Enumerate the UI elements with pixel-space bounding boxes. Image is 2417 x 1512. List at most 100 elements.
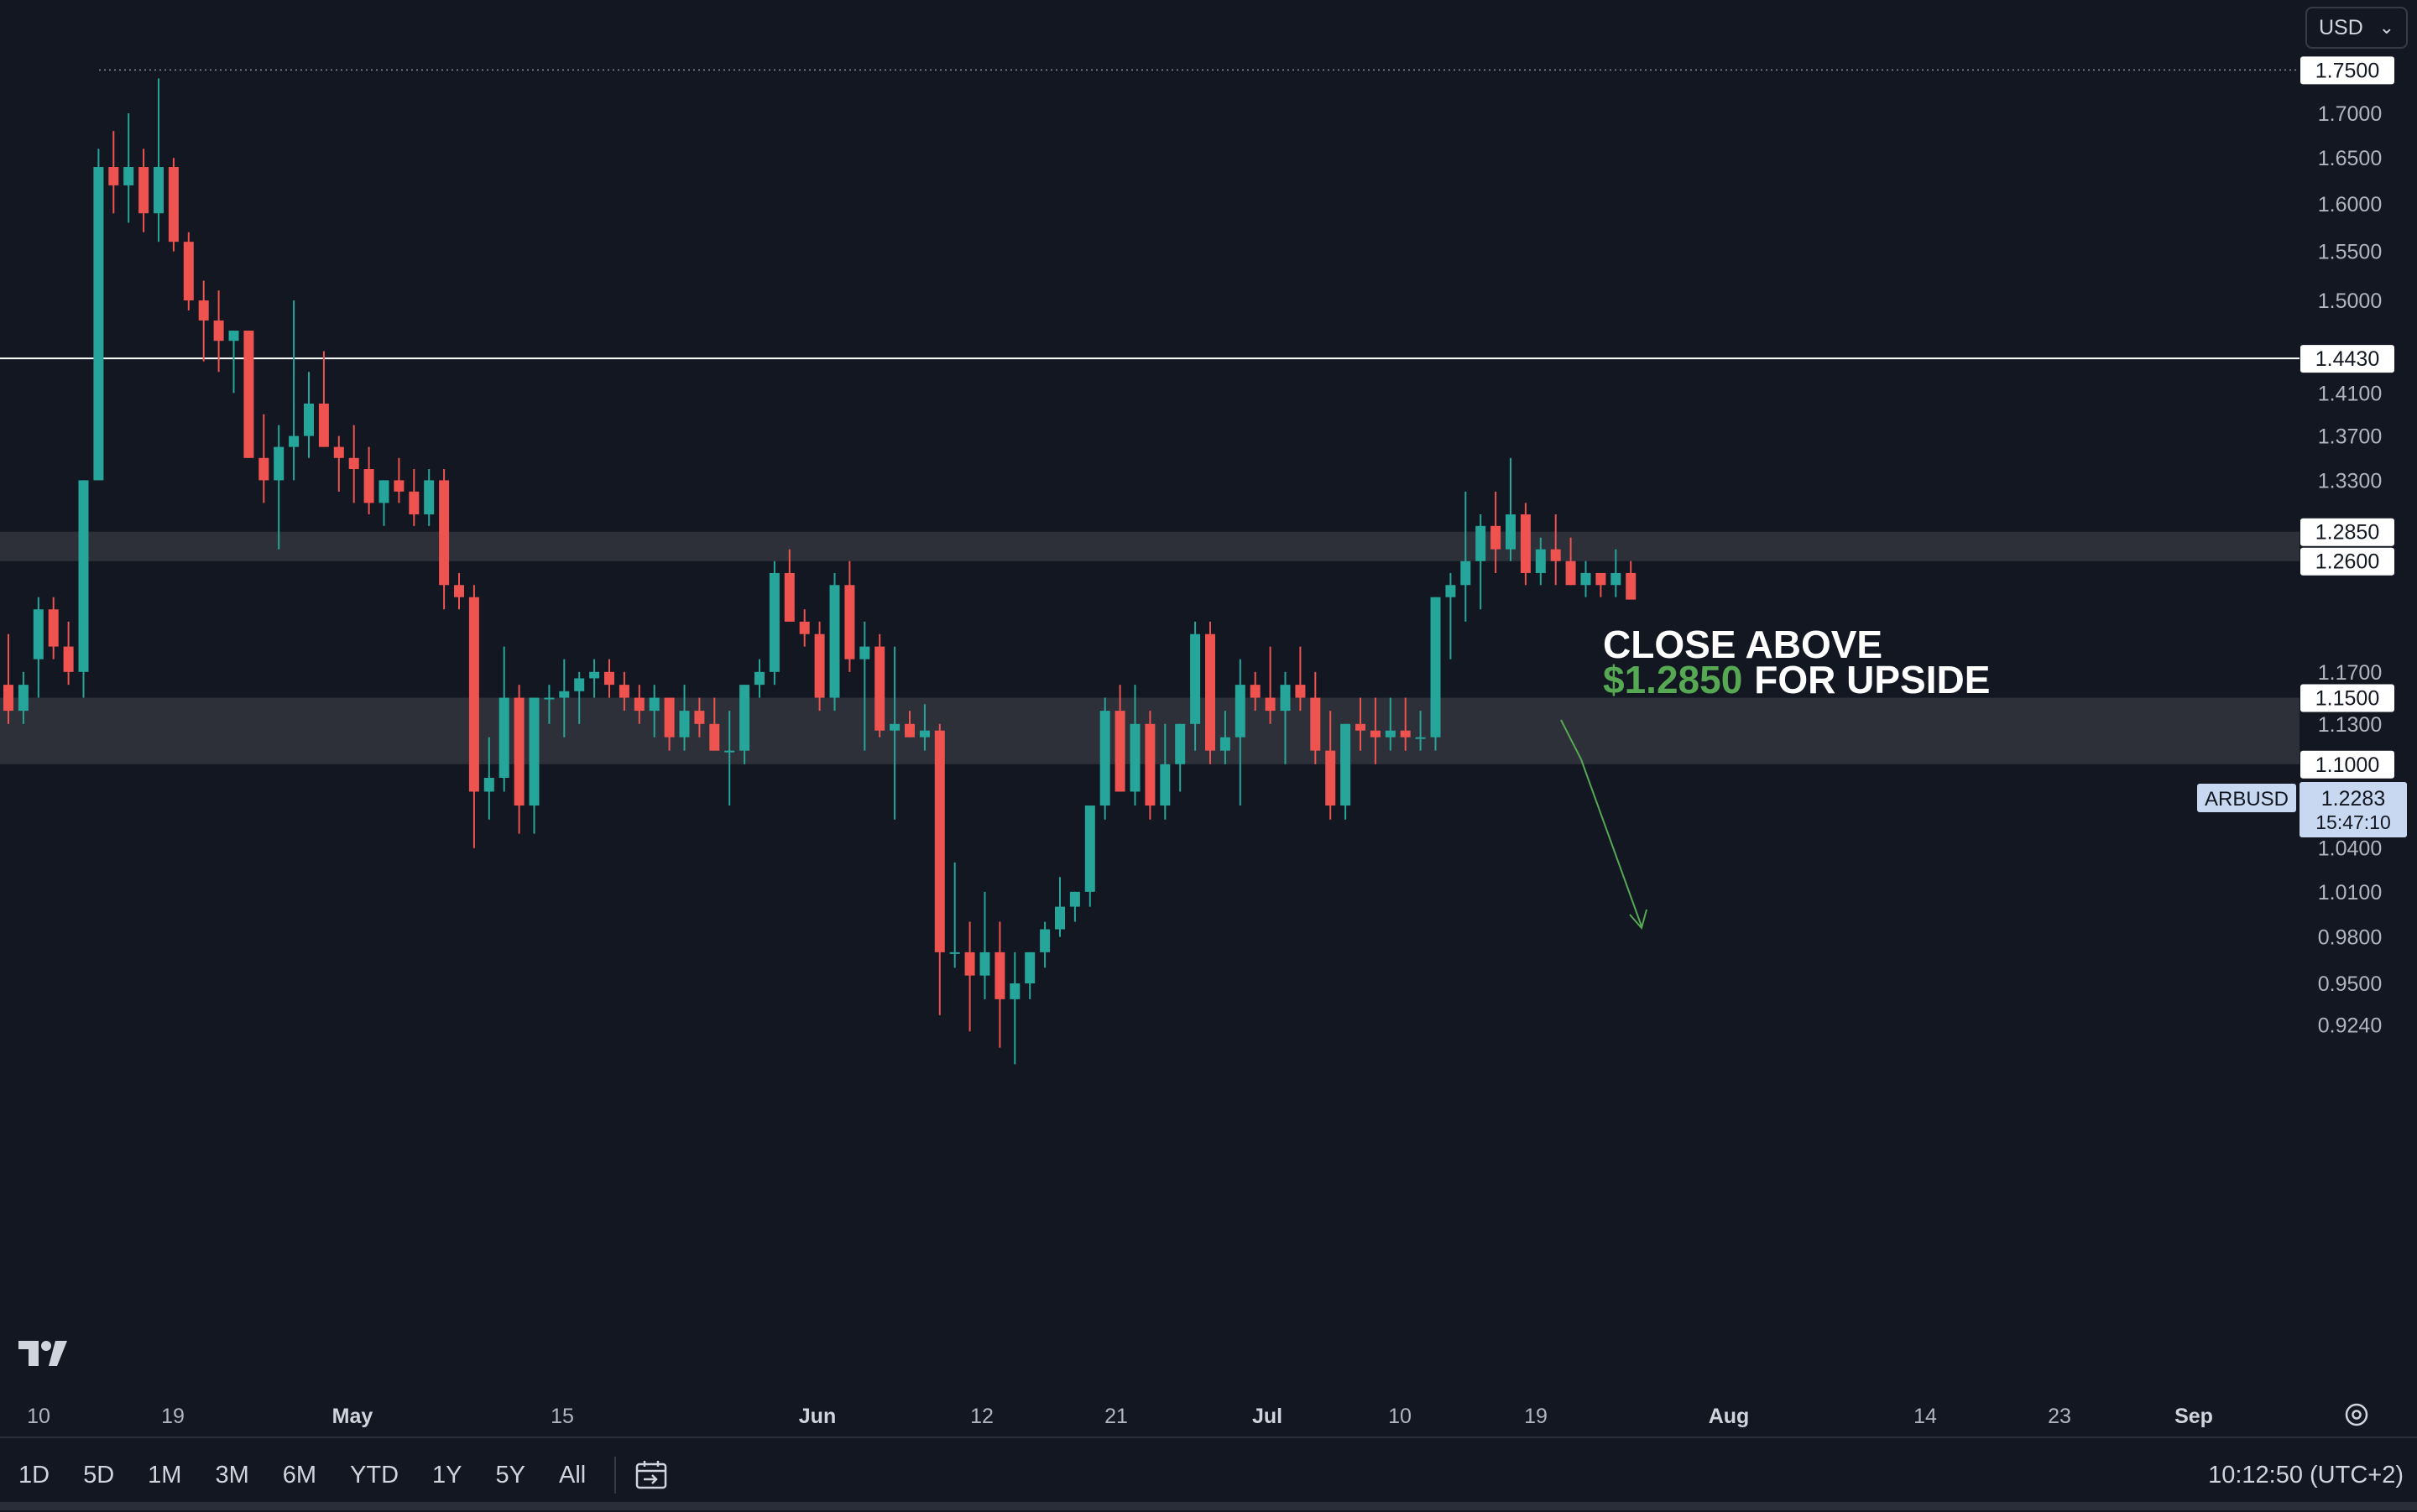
timezone-clock[interactable]: 10:12:50 (UTC+2): [2208, 1462, 2404, 1489]
range-1d[interactable]: 1D: [18, 1461, 50, 1489]
candle: [709, 697, 720, 751]
candle: [63, 621, 74, 686]
candle-body: [979, 952, 990, 976]
range-6m[interactable]: 6M: [282, 1461, 317, 1489]
candle-body: [1610, 572, 1621, 586]
candle: [18, 671, 29, 724]
candle: [874, 633, 885, 738]
candle-body: [754, 671, 765, 686]
candle-body: [949, 952, 960, 954]
x-tick-label: 21: [1104, 1405, 1128, 1428]
bar-countdown: 15:47:10: [2315, 811, 2391, 833]
candle-body: [1145, 723, 1156, 806]
candle-body: [1535, 549, 1546, 573]
candle: [739, 685, 750, 764]
price-badge-bg: [2300, 750, 2394, 779]
candle-body: [574, 678, 585, 691]
candle-body: [318, 403, 329, 447]
candle-body: [1400, 730, 1411, 738]
tradingview-logo-icon[interactable]: [18, 1339, 70, 1372]
candle-body: [18, 685, 29, 712]
candle: [1235, 659, 1245, 806]
range-ytd[interactable]: YTD: [350, 1461, 399, 1489]
candle: [1490, 491, 1501, 573]
candle: [1219, 711, 1230, 764]
candle: [604, 659, 614, 698]
candle: [829, 572, 840, 712]
candle-body: [439, 480, 450, 586]
candle: [93, 149, 104, 481]
candle: [1040, 921, 1051, 968]
candle-body: [739, 685, 750, 751]
candle: [1175, 723, 1186, 792]
candle-body: [378, 480, 389, 503]
currency-select[interactable]: USD ⌄: [2305, 7, 2408, 49]
price-badge-bg: [2300, 518, 2394, 546]
candle-body: [289, 435, 300, 447]
range-3m[interactable]: 3M: [215, 1461, 249, 1489]
y-tick-label: 1.5500: [2318, 241, 2382, 264]
candle: [183, 232, 194, 310]
x-tick-label: 14: [1913, 1405, 1937, 1428]
candle: [198, 280, 209, 362]
range-all[interactable]: All: [559, 1461, 587, 1489]
x-tick-label: 10: [1388, 1405, 1412, 1428]
candle: [138, 149, 149, 232]
candle: [439, 469, 450, 610]
candle: [1160, 723, 1171, 820]
candle-body: [724, 750, 735, 753]
candle: [1280, 671, 1291, 764]
candle: [454, 572, 464, 610]
candle-body: [1506, 514, 1516, 550]
candle: [378, 480, 389, 526]
candle-body: [1235, 685, 1245, 738]
candle: [1535, 537, 1546, 586]
range-1y[interactable]: 1Y: [432, 1461, 462, 1489]
candle-body: [1385, 730, 1396, 738]
candle-body: [1190, 633, 1201, 724]
candle-body: [1325, 750, 1336, 806]
x-tick-label: 15: [551, 1405, 574, 1428]
price-badge-bg: [2300, 684, 2394, 712]
candle-body: [769, 572, 780, 672]
annotation-line1: CLOSE ABOVE: [1603, 623, 1882, 666]
candle: [724, 711, 735, 806]
candle: [1190, 621, 1201, 751]
y-tick-label: 1.1300: [2318, 713, 2382, 737]
annotation-price: $1.2850: [1603, 658, 1742, 701]
candle: [1025, 952, 1036, 999]
candle-body: [589, 671, 600, 679]
candle: [1520, 503, 1531, 586]
y-tick-label: 1.3700: [2318, 425, 2382, 449]
candle: [1355, 697, 1365, 751]
candle-body: [1160, 764, 1171, 806]
range-5y[interactable]: 5Y: [495, 1461, 526, 1489]
candle-body: [1445, 585, 1456, 597]
gear-icon[interactable]: [2341, 1400, 2372, 1434]
x-tick-label: Aug: [1709, 1405, 1750, 1428]
candle-body: [363, 469, 374, 503]
candle-body: [544, 697, 555, 700]
y-tick-label: 1.5000: [2318, 289, 2382, 313]
candle-body: [679, 711, 690, 738]
candle-body: [1490, 525, 1501, 550]
range-5d[interactable]: 5D: [83, 1461, 115, 1489]
price-badge-label: 1.1500: [2315, 687, 2379, 711]
candle-body: [258, 457, 269, 481]
range-1m[interactable]: 1M: [148, 1461, 182, 1489]
candle: [363, 446, 374, 515]
calendar-goto-icon[interactable]: [633, 1457, 670, 1494]
candle: [348, 425, 359, 503]
candle: [574, 671, 585, 724]
candle: [1010, 952, 1021, 1065]
candle-body: [1370, 730, 1381, 738]
candle: [108, 131, 119, 214]
y-tick-label: 1.0100: [2318, 881, 2382, 905]
candle: [559, 659, 570, 738]
candle-body: [1295, 685, 1306, 698]
candle: [529, 697, 540, 834]
candle: [905, 711, 915, 738]
candle-body: [890, 723, 901, 731]
